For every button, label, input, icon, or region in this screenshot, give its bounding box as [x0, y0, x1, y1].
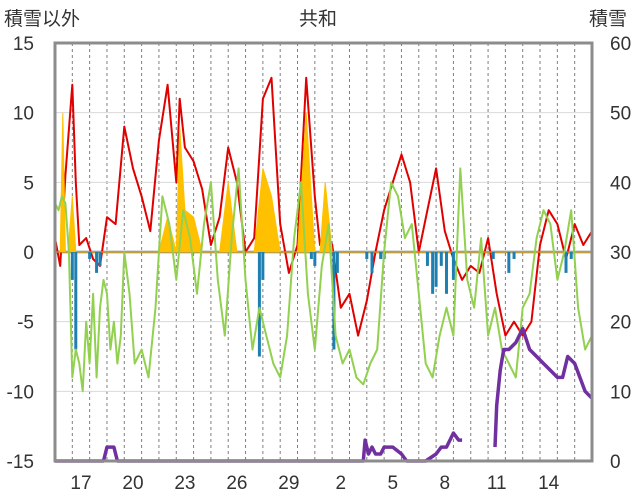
y-left-tick-label: 5: [23, 173, 34, 194]
series-2-bar: [491, 252, 495, 259]
x-tick-label: 5: [388, 473, 399, 494]
series-2-bar: [379, 252, 383, 259]
y-right-tick-label: 30: [610, 243, 631, 264]
y-right-tick-label: 20: [610, 313, 631, 334]
left-axis-title: 積雪以外: [4, 8, 80, 30]
x-tick-label: 8: [439, 473, 450, 494]
series-2-bar: [507, 252, 511, 273]
y-right-tick-label: 60: [610, 34, 631, 55]
x-tick-label: 2: [336, 473, 347, 494]
plot-frame: [53, 41, 594, 463]
x-tick-label: 20: [122, 473, 143, 494]
y-right-tick-label: 10: [610, 382, 631, 403]
series-layer: [54, 76, 594, 463]
x-tick-label: 11: [487, 473, 507, 494]
series-2-bar: [70, 252, 74, 280]
series-2-bar: [451, 252, 455, 280]
series-2-bar: [257, 252, 261, 357]
series-2-bar: [431, 252, 435, 294]
y-left-tick-label: -10: [7, 382, 34, 403]
right-axis-title: 積雪: [589, 8, 627, 30]
series-2-bar: [95, 252, 99, 273]
series-2-bar: [370, 252, 374, 273]
series-2-bar: [313, 252, 317, 266]
x-tick-label: 17: [70, 473, 91, 494]
series-0-line: [54, 76, 593, 337]
series-2-bar: [434, 252, 438, 287]
x-tick-label: 29: [278, 473, 299, 494]
series-2-bar: [439, 252, 443, 266]
y-left-tick-label: -15: [7, 452, 34, 473]
chart-title: 共和: [299, 8, 337, 30]
series-2-bar: [88, 252, 92, 259]
y-right-tick-label: 40: [610, 173, 631, 194]
y-left-tick-label: -5: [17, 313, 34, 334]
series-2-bar: [425, 252, 429, 266]
series-2-bar: [261, 252, 265, 280]
x-tick-label: 23: [174, 473, 195, 494]
y-right-tick-label: 50: [610, 104, 631, 125]
y-right-tick-label: 0: [610, 452, 621, 473]
x-tick-label: 26: [226, 473, 247, 494]
series-4-line: [55, 326, 594, 463]
y-left-tick-label: 15: [13, 34, 34, 55]
series-2-bar: [98, 252, 102, 266]
y-left-tick-label: 10: [13, 104, 34, 125]
series-2-bar: [564, 252, 568, 273]
series-2-bar: [569, 252, 573, 259]
series-2-bar: [444, 252, 448, 294]
series-2-bar: [365, 252, 369, 259]
y-left-tick-label: 0: [23, 243, 34, 264]
series-2-bar: [335, 252, 339, 273]
x-tick-label: 14: [538, 473, 560, 494]
series-3-line: [54, 167, 593, 393]
series-2-bar: [512, 252, 516, 259]
series-2-bar: [309, 252, 313, 259]
series-2-bar: [74, 252, 78, 350]
